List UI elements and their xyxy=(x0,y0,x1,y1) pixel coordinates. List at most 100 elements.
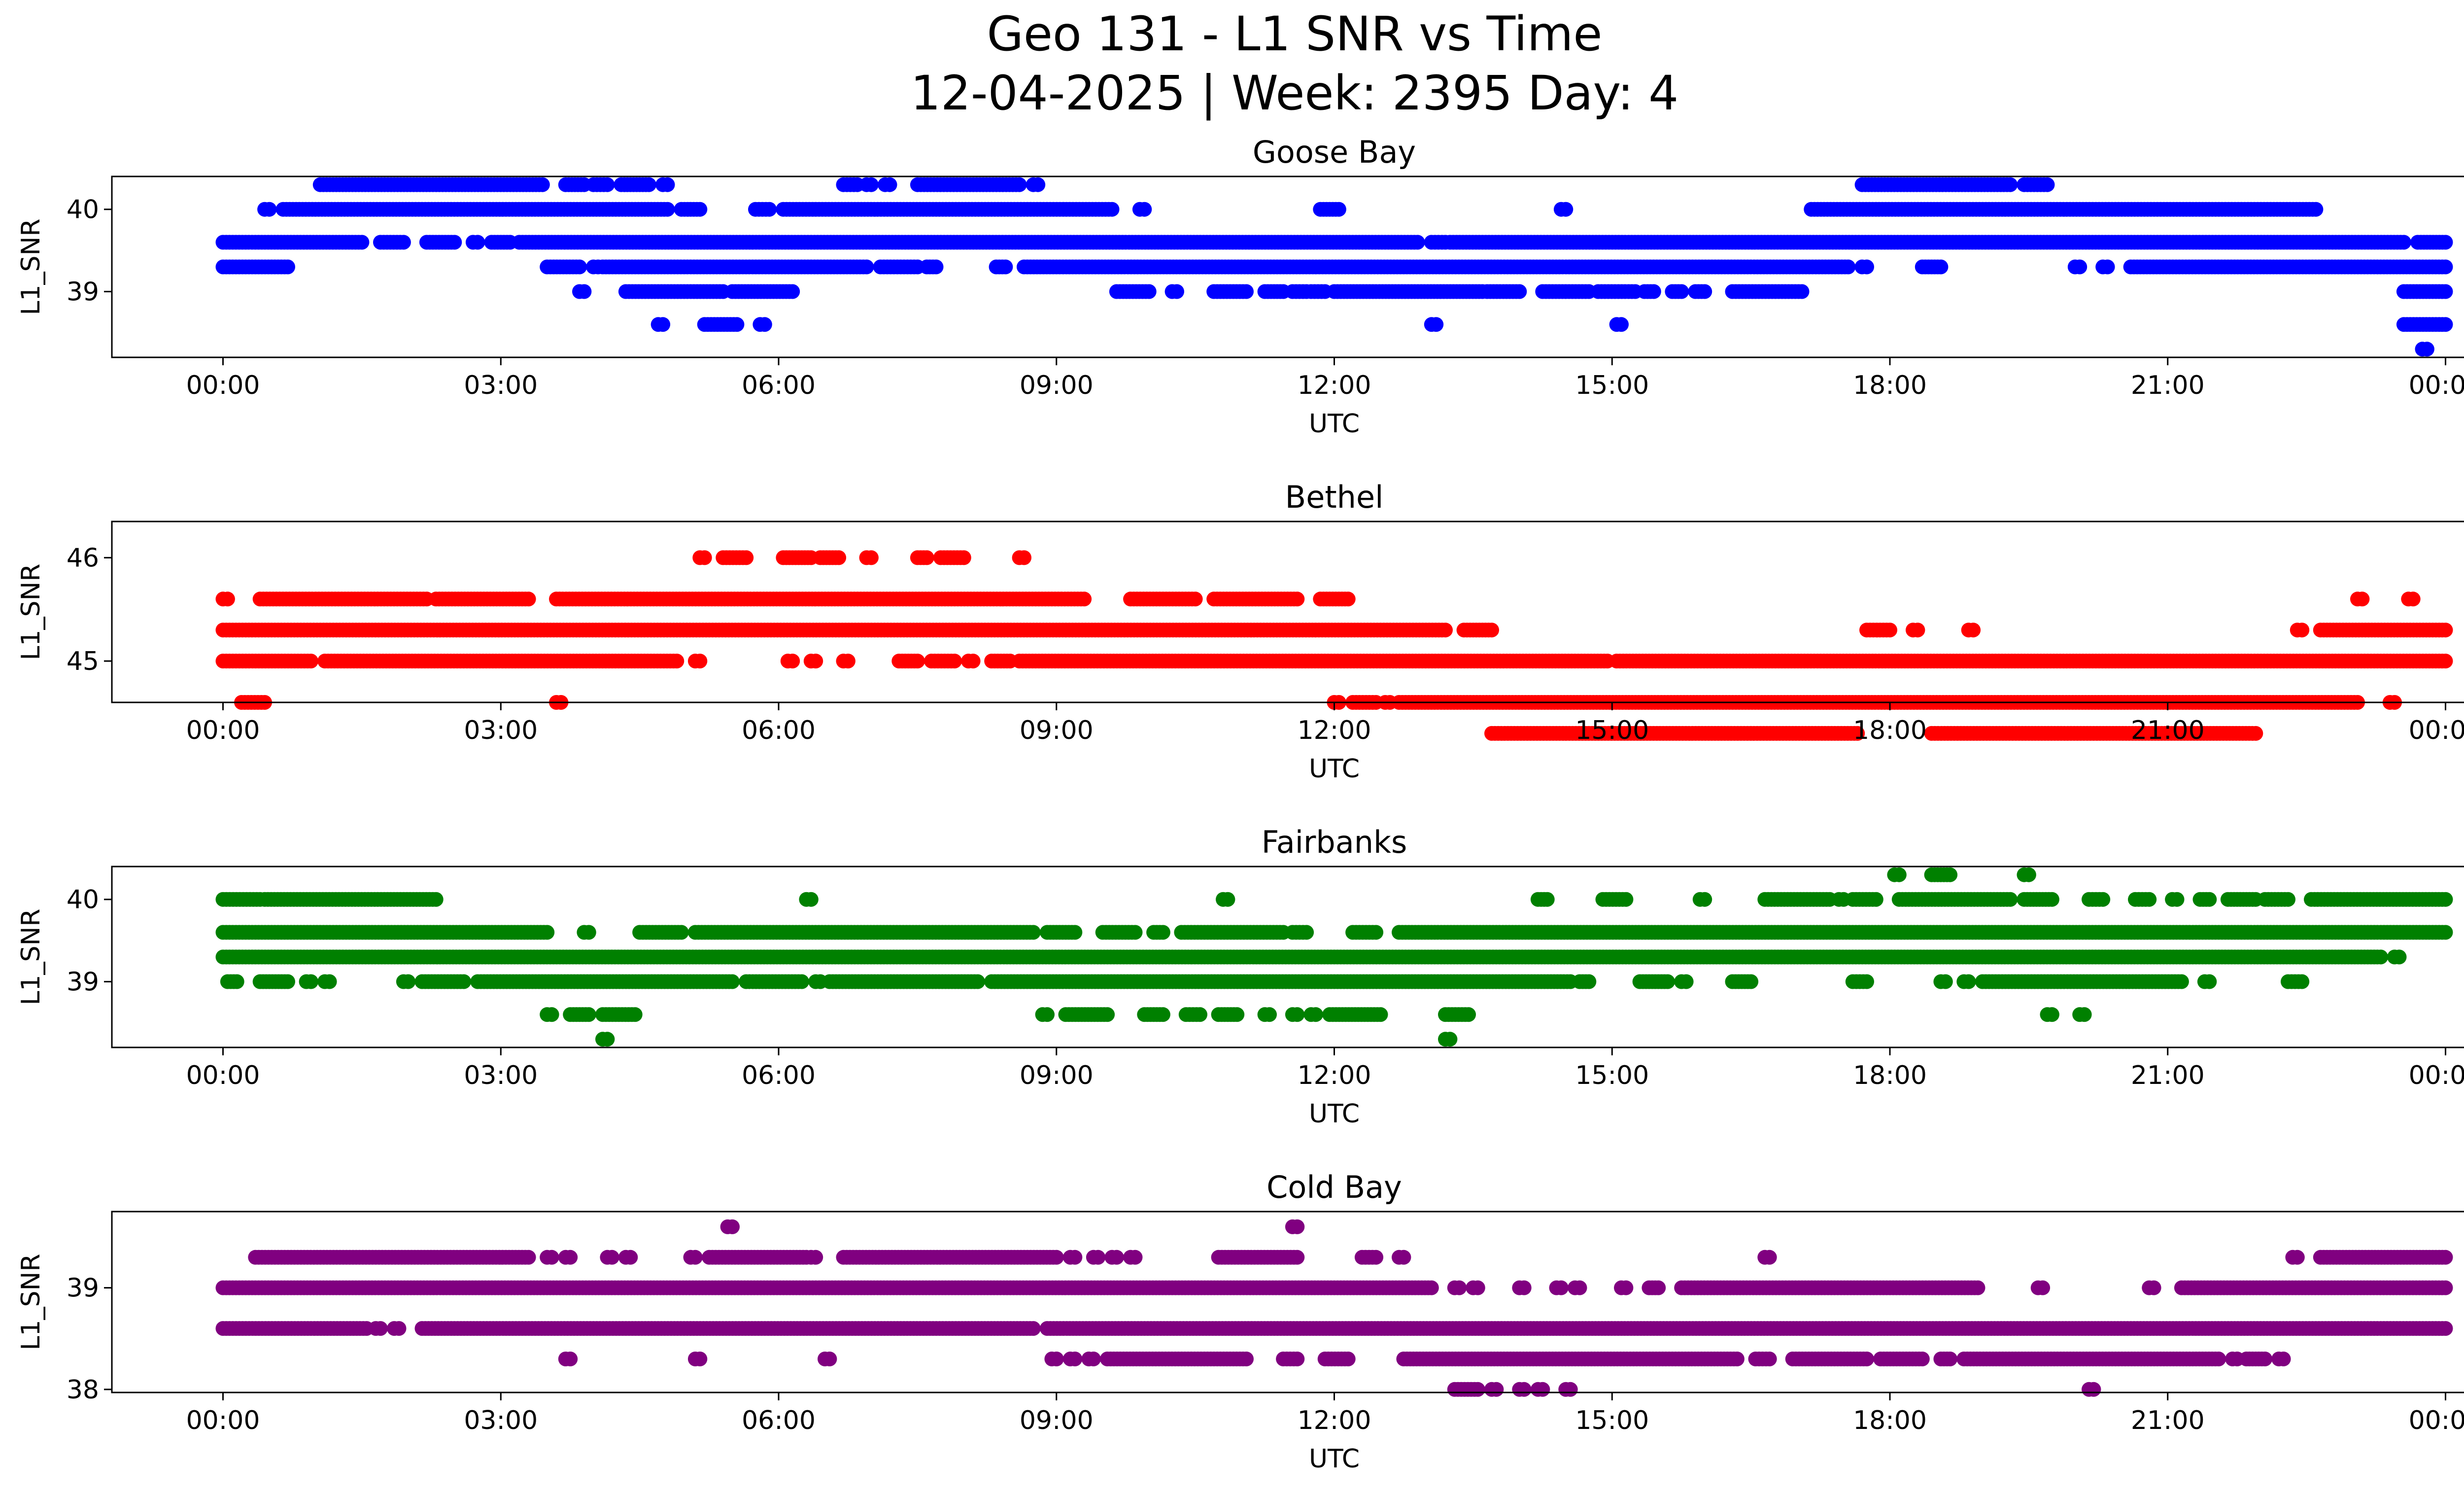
data-point xyxy=(660,202,675,217)
data-point xyxy=(1331,202,1346,217)
data-point xyxy=(577,284,592,299)
data-point xyxy=(1026,925,1041,940)
data-point xyxy=(1558,202,1574,217)
data-point xyxy=(2281,892,2295,907)
data-point xyxy=(859,259,874,275)
data-point xyxy=(1891,867,1907,882)
data-point xyxy=(785,284,800,299)
data-point xyxy=(572,259,587,275)
data-point xyxy=(2095,892,2111,907)
data-point xyxy=(1137,202,1152,217)
data-point xyxy=(2355,591,2370,607)
series-l1-snr-39-3 xyxy=(215,949,2407,965)
x-axis-label: UTC xyxy=(1309,409,1360,439)
data-point xyxy=(2419,342,2434,357)
data-point xyxy=(1674,284,1689,299)
data-point xyxy=(910,654,925,669)
data-point xyxy=(669,654,684,669)
data-point xyxy=(692,202,708,217)
series-l1-snr-45-6 xyxy=(215,591,2421,607)
data-point xyxy=(919,550,934,565)
series-l1-snr-45-0 xyxy=(215,654,2453,669)
x-tick-label: 12:00 xyxy=(1298,716,1371,745)
scatter-points xyxy=(215,177,2453,357)
data-point xyxy=(280,259,295,275)
y-tick-label: 46 xyxy=(67,543,99,573)
series-l1-snr-46-0 xyxy=(692,550,1031,565)
x-tick-label: 21:00 xyxy=(2131,371,2205,400)
data-point xyxy=(535,177,550,192)
x-tick-label: 18:00 xyxy=(1853,371,1927,400)
subplot-title: Bethel xyxy=(1285,479,1384,515)
data-point xyxy=(739,550,754,565)
data-point xyxy=(1220,892,1235,907)
data-point xyxy=(1299,925,1314,940)
data-point xyxy=(1618,892,1634,907)
data-point xyxy=(1239,284,1254,299)
data-point xyxy=(882,177,897,192)
data-point xyxy=(1859,259,1874,275)
x-tick-label: 15:00 xyxy=(1575,371,1649,400)
data-point xyxy=(1966,623,1981,638)
data-point xyxy=(1868,892,1883,907)
series-l1-snr-40-0 xyxy=(257,202,2324,217)
data-point xyxy=(1155,925,1170,940)
data-point xyxy=(1128,925,1143,940)
data-point xyxy=(470,235,485,250)
data-point xyxy=(1017,550,1031,565)
series-l1-snr-40-3 xyxy=(312,177,2055,192)
figure-title-line-2: 12-04-2025 | Week: 2395 Day: 4 xyxy=(911,66,1679,121)
data-point xyxy=(262,202,277,217)
data-point xyxy=(1340,591,1356,607)
data-point xyxy=(1077,591,1092,607)
data-point xyxy=(785,654,800,669)
data-point xyxy=(1910,623,1925,638)
data-point xyxy=(2405,591,2421,607)
data-point xyxy=(2044,892,2059,907)
series-l1-snr-38-6 xyxy=(650,317,2453,332)
data-point xyxy=(1169,284,1184,299)
series-l1-snr-39-6 xyxy=(215,235,2453,250)
data-point xyxy=(428,892,444,907)
data-point xyxy=(2438,317,2453,332)
data-point xyxy=(947,654,962,669)
data-point xyxy=(2142,892,2157,907)
data-point xyxy=(2438,925,2453,940)
data-point xyxy=(928,259,944,275)
data-point xyxy=(697,550,712,565)
data-point xyxy=(692,654,708,669)
data-point xyxy=(2396,235,2411,250)
data-point xyxy=(660,177,675,192)
data-point xyxy=(1841,259,1856,275)
data-point xyxy=(304,654,318,669)
data-point xyxy=(2438,623,2453,638)
data-point xyxy=(655,317,671,332)
data-point xyxy=(1369,925,1384,940)
x-tick-label: 00:00 xyxy=(2409,716,2464,745)
subplot-title: Fairbanks xyxy=(1262,824,1407,860)
data-point xyxy=(2169,892,2185,907)
data-point xyxy=(1484,623,1499,638)
data-point xyxy=(1141,284,1157,299)
x-tick-label: 18:00 xyxy=(1853,716,1927,745)
data-point xyxy=(1438,623,1453,638)
data-point xyxy=(2003,892,2018,907)
data-point xyxy=(641,177,656,192)
data-point xyxy=(2308,202,2324,217)
x-tick-label: 00:00 xyxy=(186,716,260,745)
data-point xyxy=(1697,284,1712,299)
data-point xyxy=(2202,892,2217,907)
data-point xyxy=(1646,284,1661,299)
data-point xyxy=(2438,892,2453,907)
data-point xyxy=(1410,235,1425,250)
data-point xyxy=(965,654,981,669)
data-point xyxy=(2438,284,2453,299)
data-point xyxy=(803,892,819,907)
y-axis-label: L1_SNR xyxy=(16,563,46,660)
x-axis-label: UTC xyxy=(1309,754,1360,784)
data-point xyxy=(2040,177,2055,192)
data-point xyxy=(674,925,689,940)
